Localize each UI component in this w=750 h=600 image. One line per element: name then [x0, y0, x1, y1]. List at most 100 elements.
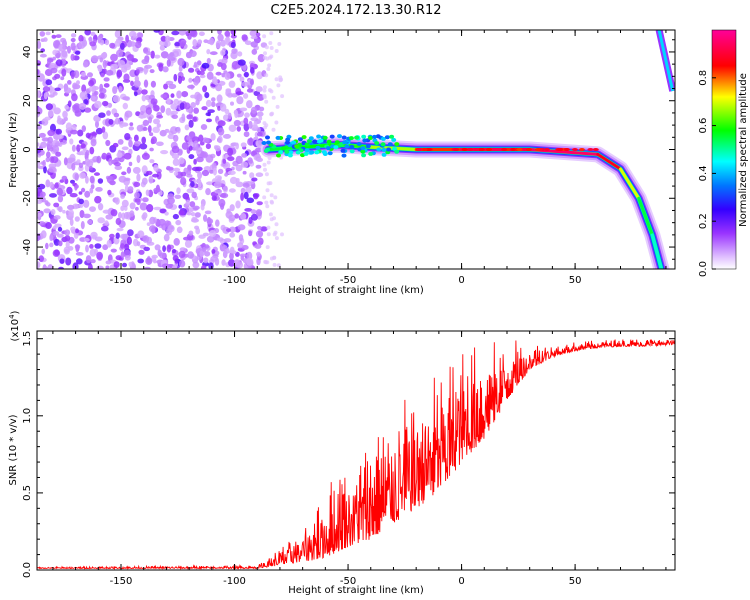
noise-blob: [40, 230, 47, 239]
noise-blob: [58, 266, 64, 269]
noise-blob: [203, 214, 208, 222]
noise-blob: [237, 59, 246, 66]
noise-blob: [146, 204, 154, 213]
tone-blob: [368, 136, 373, 140]
noise-blob: [89, 175, 95, 184]
noise-blob: [142, 126, 148, 131]
noise-blob: [194, 225, 200, 230]
noise-blob: [271, 95, 276, 100]
noise-blob: [266, 181, 271, 186]
noise-blob: [97, 203, 104, 211]
noise-blob: [141, 89, 148, 95]
tone-blob: [284, 149, 290, 154]
noise-blob: [264, 123, 269, 128]
noise-blob: [141, 58, 149, 65]
noise-blob: [213, 78, 218, 86]
tone-blob: [281, 146, 287, 151]
noise-blob: [94, 172, 100, 176]
tone-blob: [312, 139, 318, 144]
noise-blob: [180, 177, 187, 186]
noise-blob: [45, 202, 51, 207]
noise-blob: [94, 100, 102, 109]
snr-y-multiplier: (x104): [8, 310, 21, 341]
noise-blob: [113, 162, 121, 167]
noise-blob: [188, 77, 193, 83]
noise-blob: [264, 73, 269, 78]
noise-blob: [150, 98, 158, 105]
noise-blob: [85, 149, 90, 157]
noise-blob: [70, 42, 76, 51]
noise-blob: [205, 99, 212, 107]
noise-blob: [233, 119, 241, 127]
noise-blob: [237, 51, 243, 57]
tone-blob: [467, 148, 474, 151]
noise-blob: [162, 66, 169, 73]
tone-blob: [557, 148, 564, 151]
noise-blob: [181, 76, 185, 81]
noise-blob: [258, 95, 265, 101]
noise-blob: [170, 103, 178, 110]
noise-blob: [91, 55, 99, 63]
noise-blob: [242, 170, 247, 175]
noise-blob: [121, 171, 127, 176]
tone-blob: [285, 137, 291, 142]
noise-blob: [136, 124, 144, 132]
tone-blob: [389, 134, 395, 139]
noise-blob: [208, 262, 214, 269]
noise-blob: [229, 176, 238, 184]
noise-blob: [250, 78, 255, 86]
tone-blob: [486, 148, 492, 151]
noise-blob: [116, 152, 123, 159]
noise-blob: [204, 92, 210, 99]
noise-blob: [160, 35, 167, 42]
tone-blob: [578, 148, 585, 151]
noise-blob: [262, 162, 267, 167]
noise-blob: [227, 156, 235, 162]
noise-blob: [263, 167, 267, 172]
noise-blob: [151, 226, 156, 235]
noise-blob: [55, 151, 62, 157]
noise-blob: [156, 171, 162, 180]
noise-blob: [136, 32, 142, 38]
noise-blob: [224, 30, 230, 37]
noise-blob: [78, 40, 86, 49]
noise-blob: [47, 264, 54, 269]
noise-blob: [195, 146, 203, 152]
noise-blob: [104, 39, 110, 46]
noise-blob: [190, 102, 196, 108]
noise-blob: [68, 209, 74, 217]
tone-blob: [275, 135, 281, 140]
noise-blob: [178, 259, 186, 268]
noise-blob: [262, 55, 267, 60]
noise-blob: [37, 73, 45, 82]
noise-blob: [178, 210, 185, 216]
noise-blob: [106, 239, 112, 248]
noise-blob: [243, 93, 249, 99]
noise-blob: [165, 107, 172, 116]
noise-blob: [89, 166, 93, 171]
noise-blob: [76, 144, 81, 152]
noise-blob: [134, 192, 140, 199]
noise-blob: [41, 248, 45, 255]
noise-blob: [101, 126, 106, 133]
tone-blob: [461, 148, 468, 151]
tone-blob: [525, 148, 532, 151]
noise-blob: [223, 238, 232, 243]
upper-tone-core: [657, 30, 675, 92]
noise-blob: [243, 71, 249, 78]
tone-blob: [265, 147, 270, 152]
noise-blob: [229, 232, 236, 238]
noise-blob: [143, 266, 151, 269]
noise-blob: [75, 228, 79, 234]
noise-blob: [188, 154, 195, 160]
noise-blob: [79, 91, 88, 100]
noise-blob: [74, 216, 80, 222]
noise-blob: [44, 116, 51, 121]
noise-blob: [165, 203, 174, 209]
noise-blob: [258, 106, 265, 112]
tone-blob: [361, 134, 367, 139]
noise-blob: [103, 83, 110, 88]
noise-blob: [116, 69, 123, 78]
noise-blob: [250, 35, 258, 40]
noise-blob: [256, 201, 263, 206]
